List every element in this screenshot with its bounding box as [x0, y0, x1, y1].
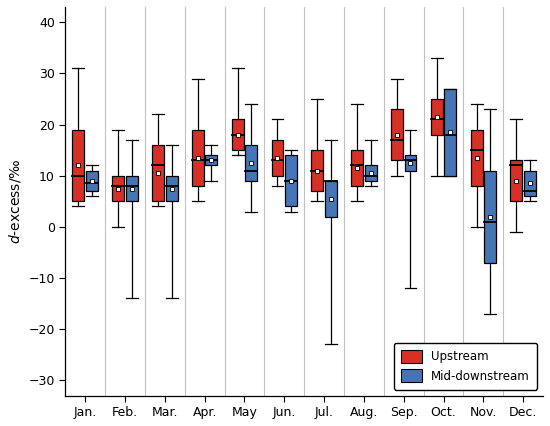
Bar: [510, 160, 522, 201]
Bar: [484, 170, 496, 263]
Y-axis label: $d$-excess/‰: $d$-excess/‰: [7, 158, 23, 244]
Bar: [73, 130, 84, 201]
Bar: [232, 119, 244, 150]
Bar: [285, 155, 297, 207]
Bar: [152, 145, 164, 201]
Legend: Upstream, Mid-downstream: Upstream, Mid-downstream: [394, 343, 537, 390]
Bar: [391, 109, 403, 160]
Bar: [311, 150, 323, 191]
Bar: [112, 176, 124, 201]
Bar: [192, 130, 204, 186]
Bar: [431, 99, 443, 135]
Bar: [365, 165, 377, 181]
Bar: [272, 140, 283, 176]
Bar: [444, 89, 456, 176]
Bar: [166, 176, 178, 201]
Bar: [245, 145, 257, 181]
Bar: [206, 155, 217, 165]
Bar: [404, 155, 416, 170]
Bar: [325, 181, 337, 217]
Bar: [351, 150, 363, 186]
Bar: [471, 130, 482, 186]
Bar: [126, 176, 138, 201]
Bar: [86, 170, 98, 191]
Bar: [524, 170, 536, 196]
